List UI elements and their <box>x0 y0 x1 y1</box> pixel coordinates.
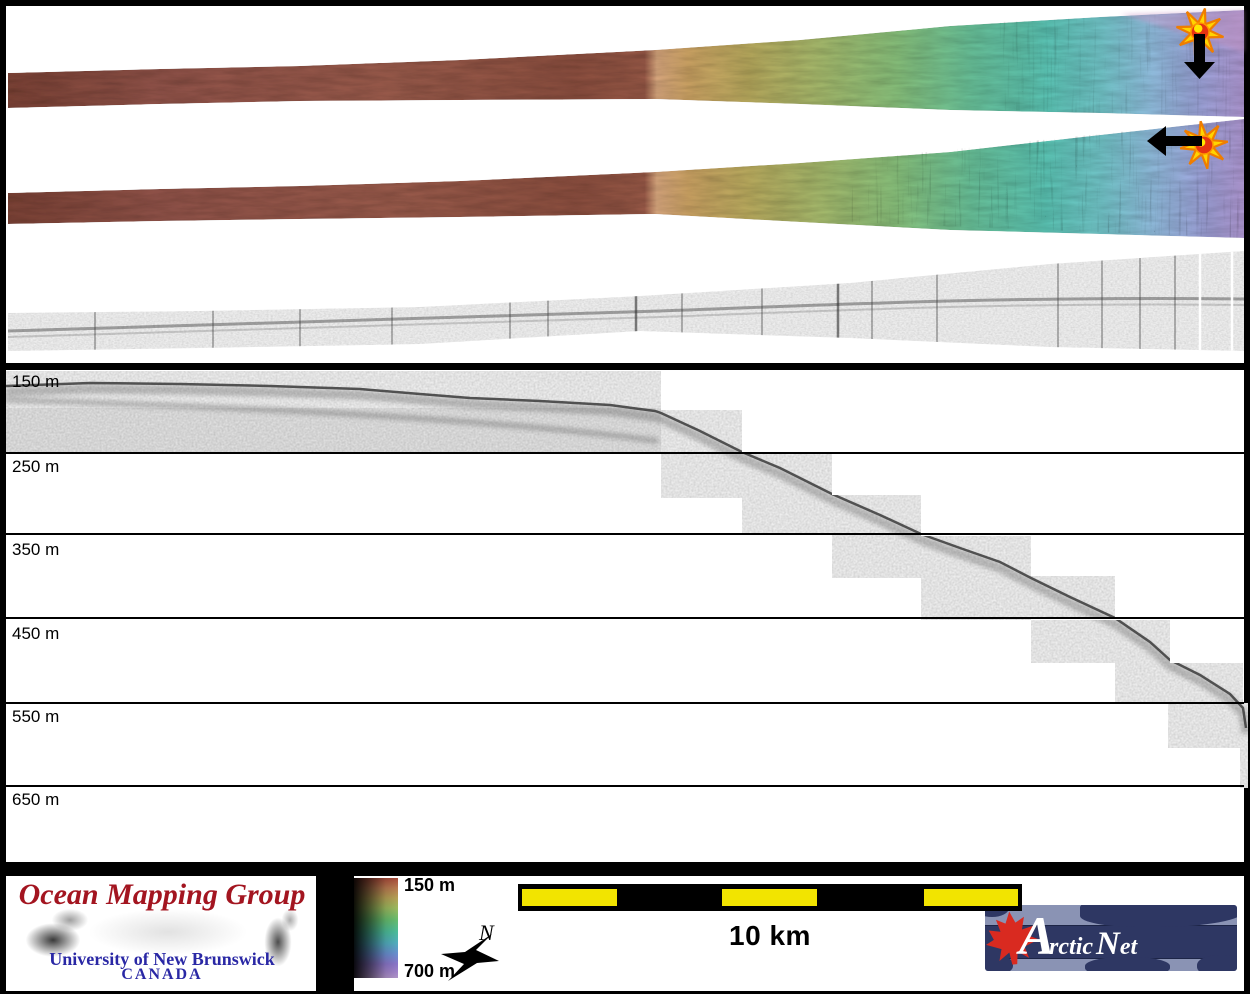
subbottom-profile <box>6 371 1248 788</box>
left-arrow-icon <box>1147 126 1202 156</box>
seafloor-trace <box>6 381 1248 735</box>
colorbar-bottom-label: 700 m <box>404 961 456 981</box>
arcticnet-landmass <box>1197 955 1237 971</box>
ocean-mapping-group-logo: Ocean Mapping Group University of New Br… <box>8 876 316 991</box>
arcticnet-landmass <box>1080 905 1237 927</box>
arcticnet-letter-a: A <box>1019 906 1056 966</box>
omg-logo-title: Ocean Mapping Group <box>18 878 306 911</box>
sidescan-track-lines <box>8 251 1244 351</box>
depth-gridlines <box>6 452 1244 787</box>
depth-label-450m: 450 m <box>12 624 60 643</box>
north-label: N <box>478 920 495 945</box>
arcticnet-text-et: et <box>1119 934 1138 960</box>
depth-label-350m: 350 m <box>12 540 60 559</box>
depth-label-250m: 250 m <box>12 457 60 476</box>
scale-bar <box>518 884 1022 911</box>
omg-logo-country: CANADA <box>121 966 203 983</box>
footer-black-divider <box>316 876 354 991</box>
bathymetry-swath-bottom <box>8 119 1244 238</box>
depth-label-150m: 150 m <box>12 372 60 391</box>
arcticnet-landmass <box>985 955 1013 971</box>
arcticnet-landmass <box>1085 957 1170 971</box>
omg-logo-university: University of New Brunswick <box>49 949 275 969</box>
depth-label-650m: 650 m <box>12 790 60 809</box>
down-arrow-icon <box>1184 34 1215 79</box>
maple-leaf-icon <box>986 911 1039 965</box>
scale-bar-label: 10 km <box>729 920 811 951</box>
arcticnet-letter-n: N <box>1096 926 1120 962</box>
north-arrow: N <box>441 920 499 981</box>
arcticnet-text-rctic: rctic <box>1049 934 1094 960</box>
scale-bar-segments <box>522 889 1018 906</box>
colorbar-top-label: 150 m <box>404 875 456 895</box>
sidescan-strip <box>8 251 1244 351</box>
depth-label-550m: 550 m <box>12 707 60 726</box>
depth-colorbar <box>354 878 398 978</box>
compass-star-icon <box>441 934 499 981</box>
